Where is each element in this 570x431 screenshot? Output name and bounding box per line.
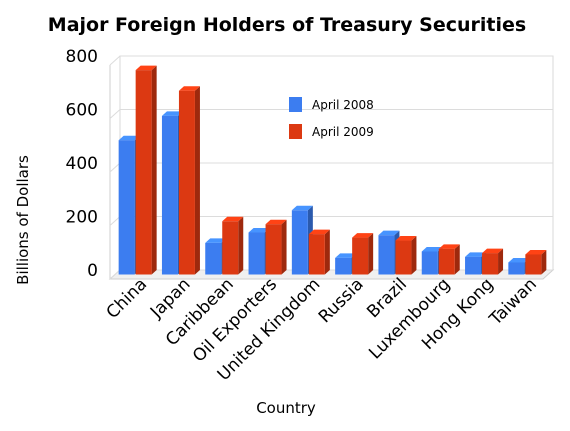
bar-top <box>378 230 400 236</box>
bar-front <box>508 262 525 275</box>
y-tick-label: 0 <box>87 261 98 281</box>
chart-title: Major Foreign Holders of Treasury Securi… <box>48 14 526 36</box>
bar-front <box>378 235 395 275</box>
bar <box>438 244 460 275</box>
bar-front <box>118 140 135 275</box>
bar-top <box>135 65 157 71</box>
gridline-side <box>109 216 121 226</box>
bar-top <box>465 252 487 257</box>
bar-top <box>508 257 530 263</box>
bar-top <box>178 86 200 91</box>
bar-top <box>421 246 443 252</box>
bar-top <box>248 228 270 233</box>
x-tick-label: Taiwan <box>485 274 541 330</box>
bar <box>482 248 504 275</box>
bar-top <box>482 248 504 254</box>
bar-front <box>161 115 178 275</box>
bar-front <box>248 232 265 275</box>
bar-side <box>411 236 417 275</box>
gridline-side <box>109 162 121 173</box>
bar-front <box>135 70 152 275</box>
bar-top <box>438 244 460 249</box>
y-axis-label: Billions of Dollars <box>14 155 32 285</box>
legend-swatch <box>289 97 302 112</box>
bar-top <box>265 219 287 225</box>
bar-front <box>335 257 352 275</box>
bar-front <box>465 256 482 275</box>
bar-side <box>498 248 504 275</box>
bar-front <box>222 221 239 275</box>
gridline-side <box>109 269 121 280</box>
legend-swatch <box>289 124 302 139</box>
legend-label: April 2009 <box>312 125 374 139</box>
bar-layer <box>118 65 547 275</box>
bar-top <box>205 238 227 243</box>
bar-top <box>222 216 244 222</box>
bar-front <box>291 210 308 275</box>
gridline-side <box>109 55 121 66</box>
bar-front <box>482 253 499 275</box>
bar-front <box>205 242 222 275</box>
x-axis-label: Country <box>256 399 316 417</box>
bar <box>178 86 200 275</box>
bar-front <box>438 248 455 275</box>
bar <box>135 65 157 275</box>
bar <box>395 236 417 275</box>
y-tick-label: 800 <box>66 47 98 67</box>
bar <box>265 219 287 275</box>
bar-top <box>161 111 183 116</box>
bar-side <box>238 216 244 275</box>
bar-front <box>178 90 195 275</box>
bar-side <box>368 233 374 275</box>
bar-top <box>395 236 417 241</box>
y-tick-label: 200 <box>66 208 98 228</box>
bar-front <box>395 240 412 275</box>
bar-side <box>454 244 460 275</box>
bar-side <box>194 86 200 275</box>
bar-side <box>151 65 157 275</box>
bar <box>308 229 330 275</box>
bar-side <box>281 219 287 275</box>
bar-front <box>265 224 282 275</box>
bar-top <box>352 233 374 238</box>
gridline-side <box>109 109 121 119</box>
bar-front <box>525 254 542 275</box>
bar-front <box>421 251 438 275</box>
bar-side <box>541 249 547 275</box>
x-tick-label: China <box>103 274 151 322</box>
bar-top <box>308 229 330 235</box>
x-tick-label: Russia <box>315 274 368 327</box>
bar-top <box>118 135 140 141</box>
bar-front <box>352 237 369 275</box>
bar <box>525 249 547 275</box>
bar <box>352 233 374 275</box>
bar-front <box>308 234 325 275</box>
bar-top <box>335 253 357 258</box>
legend: April 2008 April 2009 <box>289 97 374 139</box>
bar-side <box>324 229 330 275</box>
y-tick-label: 400 <box>66 154 98 174</box>
bar-top <box>291 205 313 211</box>
legend-label: April 2008 <box>312 98 374 112</box>
bar-top <box>525 249 547 255</box>
y-tick-label: 600 <box>66 101 98 121</box>
bar <box>222 216 244 275</box>
